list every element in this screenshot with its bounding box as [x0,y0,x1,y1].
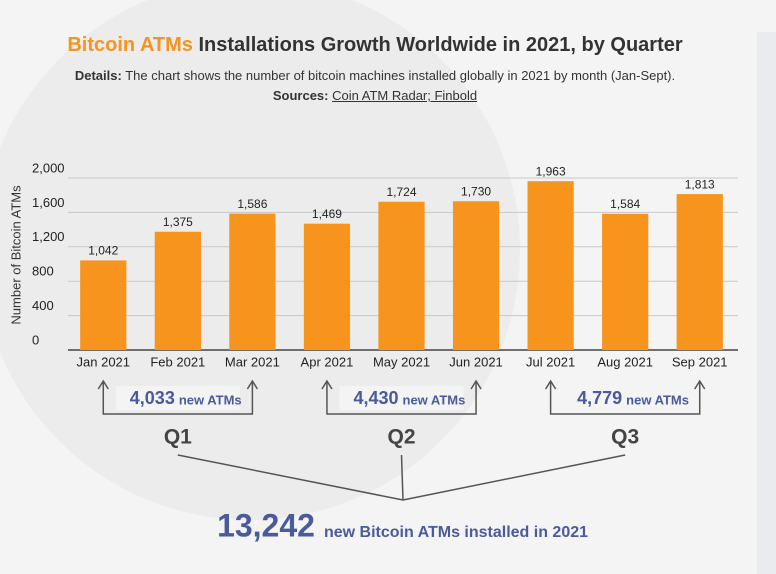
quarter-total: 4,033 [130,388,175,408]
sources-link[interactable]: Coin ATM Radar; Finbold [332,88,478,103]
arrow-head [470,379,482,390]
details-text: The chart shows the number of bitcoin ma… [125,68,676,83]
y-tick-label: 1,600 [32,195,65,210]
quarter-name: Q3 [611,426,639,449]
details-label: Details: [74,68,122,83]
arrow-head [694,379,706,390]
x-tick-label: May 2021 [373,354,430,369]
value-label: 1,724 [386,185,416,199]
connector [402,454,626,501]
title-highlight: Bitcoin ATMs [67,34,193,56]
title-text: Installations Growth Worldwide in 2021, … [198,34,682,56]
total-number: 13,242 [217,507,315,543]
value-label: 1,963 [536,164,566,178]
y-tick-label: 1,200 [32,229,65,244]
x-tick-label: Jan 2021 [77,354,131,369]
quarter-total: 4,779 [577,388,622,408]
y-tick-label: 400 [32,298,54,313]
x-tick-label: Jun 2021 [449,354,503,369]
bar [602,213,649,350]
bar [527,181,574,350]
quarter-unit: new ATMs [626,392,689,407]
y-tick-label: 800 [32,264,54,279]
x-tick-label: Apr 2021 [301,354,354,369]
y-tick-label: 2,000 [32,160,65,175]
value-label: 1,042 [88,244,118,258]
details-box: Details: The chart shows the number of b… [60,66,690,106]
y-axis-title: Number of Bitcoin ATMs [8,185,23,325]
bar [378,201,425,350]
quarter-total: 4,430 [353,388,398,408]
value-label: 1,469 [312,207,342,221]
connector [400,454,404,501]
arrow-head [97,379,109,390]
value-label: 1,375 [163,215,193,229]
quarter-name: Q1 [164,426,192,449]
x-tick-label: Feb 2021 [150,354,205,369]
total-text: new Bitcoin ATMs installed in 2021 [324,524,588,541]
connector [177,454,404,501]
arrow-head [544,379,557,390]
details: Details: The chart shows the number of b… [60,66,690,106]
value-label: 1,584 [610,197,640,211]
bar [452,201,500,350]
x-tick-label: Mar 2021 [225,354,280,369]
quarter-bracket [102,382,254,415]
sources-label: Sources: [272,88,329,103]
side-panel [757,32,776,574]
value-label: 1,813 [685,177,715,191]
bar [303,223,351,350]
quarter-bracket [549,382,701,415]
y-tick-label: 0 [32,332,39,347]
arrow-head [246,379,259,390]
bar [80,260,127,350]
label-bg [115,386,240,410]
bar [229,213,276,350]
bar [676,194,723,350]
value-label: 1,586 [237,197,267,211]
value-label: 1,730 [461,184,491,198]
chart-title: Bitcoin ATMs Installations Growth Worldw… [67,34,682,56]
label-bg [339,386,464,410]
quarter-unit: new ATMs [403,392,466,407]
x-tick-label: Jul 2021 [526,354,575,369]
label-bg [563,386,688,410]
quarter-unit: new ATMs [179,392,242,407]
quarter-bracket [326,382,477,415]
quarter-name: Q2 [387,426,415,449]
arrow-head [321,379,333,390]
bar [154,231,201,350]
x-tick-label: Sep 2021 [672,354,728,369]
x-tick-label: Aug 2021 [597,354,653,369]
